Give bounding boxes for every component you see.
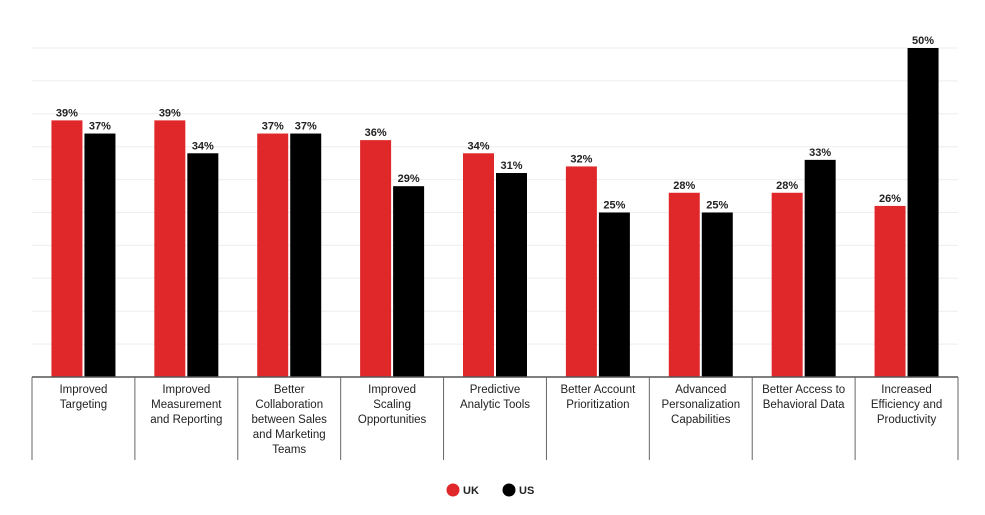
category-label: Better Account Prioritization	[560, 384, 636, 411]
data-label-uk: 39%	[159, 107, 181, 119]
bar-us	[496, 173, 527, 377]
bar-uk	[771, 192, 803, 377]
data-label-us: 29%	[398, 173, 420, 185]
category-label: Improved Measurement and Reporting	[150, 384, 222, 426]
category-label: Better Collaboration between Sales and Mark…	[251, 384, 327, 456]
data-label-uk: 26%	[879, 193, 901, 205]
bar-uk	[360, 140, 392, 377]
category-label-line: Improved	[162, 384, 210, 396]
category-label-line: Increased	[881, 384, 932, 396]
data-label-us: 50%	[912, 35, 934, 47]
data-label-us: 37%	[89, 121, 111, 133]
bar-uk	[565, 166, 597, 377]
category-label-line: Efficiency and	[871, 399, 942, 411]
bar-uk	[257, 133, 289, 377]
bar-uk	[874, 205, 906, 377]
legend-marker-uk	[446, 483, 460, 497]
category-label: Improved Scaling Opportunities	[358, 384, 427, 426]
bar-us	[907, 48, 939, 377]
category-label-line: Measurement	[151, 399, 222, 411]
bar-us	[84, 133, 116, 377]
data-label-uk: 36%	[365, 127, 387, 139]
category-label: Better Access to Behavioral Data	[762, 384, 845, 411]
category-label: Improved Targeting	[59, 384, 107, 411]
category-label-line: Scaling	[373, 399, 411, 411]
category-label-line: Opportunities	[358, 414, 427, 426]
data-label-uk: 37%	[262, 121, 284, 133]
category-label-line: between Sales	[251, 414, 327, 426]
category-label-line: Improved	[59, 384, 107, 396]
category-label-line: Advanced	[675, 384, 726, 396]
category-label-line: Collaboration	[255, 399, 323, 411]
bar-uk	[51, 120, 83, 377]
data-label-uk: 28%	[776, 180, 798, 192]
legend-label-uk: UK	[463, 485, 479, 497]
bar-uk	[154, 120, 186, 377]
category-label-line: Targeting	[60, 399, 107, 411]
bar-us	[187, 153, 219, 377]
bar-us	[701, 212, 733, 377]
category-label-line: Analytic Tools	[460, 399, 530, 411]
data-label-us: 34%	[192, 140, 214, 152]
category-label-line: Teams	[272, 444, 306, 456]
category-label-line: Personalization	[661, 399, 740, 411]
category-label-line: Prioritization	[566, 399, 629, 411]
category-label-line: Predictive	[470, 384, 521, 396]
data-label-us: 33%	[809, 147, 831, 159]
data-label-us: 25%	[603, 200, 625, 212]
category-label-line: and Reporting	[150, 414, 222, 426]
bar-us	[804, 159, 836, 377]
category-label-line: Productivity	[877, 414, 937, 426]
category-label: Increased Efficiency and Productivity	[871, 384, 942, 426]
bar-uk	[463, 153, 494, 377]
category-label-line: Capabilities	[671, 414, 731, 426]
category-label-line: Better Access to	[762, 384, 845, 396]
bar-us	[598, 212, 630, 377]
legend-marker-us	[502, 483, 516, 497]
data-label-us: 31%	[500, 160, 522, 172]
data-label-uk: 32%	[570, 153, 592, 165]
data-label-us: 37%	[295, 121, 317, 133]
category-label: Predictive Analytic Tools	[460, 384, 530, 411]
category-label-line: Behavioral Data	[763, 399, 845, 411]
data-label-uk: 34%	[467, 140, 489, 152]
data-label-uk: 39%	[56, 107, 78, 119]
category-label-line: Better	[274, 384, 305, 396]
data-label-uk: 28%	[673, 180, 695, 192]
bar-uk	[668, 192, 700, 377]
category-label-line: Improved	[368, 384, 416, 396]
bar-us	[393, 186, 425, 377]
category-label-line: and Marketing	[253, 429, 326, 441]
category-label-line: Better Account	[560, 384, 636, 396]
legend-label-us: US	[519, 485, 534, 497]
category-label: Advanced Personalization Capabilities	[661, 384, 740, 426]
bar-us	[290, 133, 322, 377]
data-label-us: 25%	[706, 200, 728, 212]
